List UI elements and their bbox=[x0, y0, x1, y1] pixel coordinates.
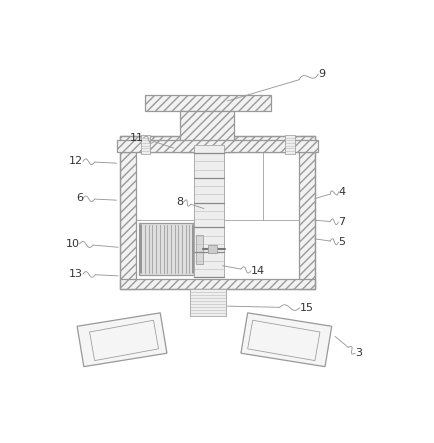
Text: 9: 9 bbox=[318, 69, 326, 79]
Polygon shape bbox=[120, 136, 315, 152]
Polygon shape bbox=[145, 95, 271, 111]
Bar bbox=[196, 234, 203, 264]
Bar bbox=[139, 223, 196, 276]
Text: 10: 10 bbox=[66, 239, 79, 249]
Polygon shape bbox=[181, 111, 234, 152]
Bar bbox=[141, 135, 151, 154]
Text: 13: 13 bbox=[69, 269, 83, 279]
Polygon shape bbox=[120, 279, 315, 289]
Bar bbox=[120, 136, 315, 289]
Text: 8: 8 bbox=[177, 197, 184, 207]
Text: 4: 4 bbox=[339, 187, 345, 197]
Bar bbox=[285, 135, 295, 154]
Text: 5: 5 bbox=[339, 237, 345, 247]
Text: 15: 15 bbox=[300, 303, 314, 313]
Text: 12: 12 bbox=[69, 156, 83, 167]
Polygon shape bbox=[120, 136, 136, 289]
Polygon shape bbox=[77, 313, 167, 367]
Polygon shape bbox=[299, 136, 315, 289]
Bar bbox=[208, 245, 217, 253]
Text: 11: 11 bbox=[129, 133, 143, 143]
Text: 3: 3 bbox=[355, 348, 362, 358]
Text: 6: 6 bbox=[76, 194, 83, 203]
Text: 7: 7 bbox=[339, 217, 345, 227]
Bar bbox=[194, 145, 224, 277]
Polygon shape bbox=[117, 140, 318, 152]
Polygon shape bbox=[241, 313, 332, 367]
Bar bbox=[191, 289, 226, 316]
Text: 14: 14 bbox=[251, 266, 265, 276]
